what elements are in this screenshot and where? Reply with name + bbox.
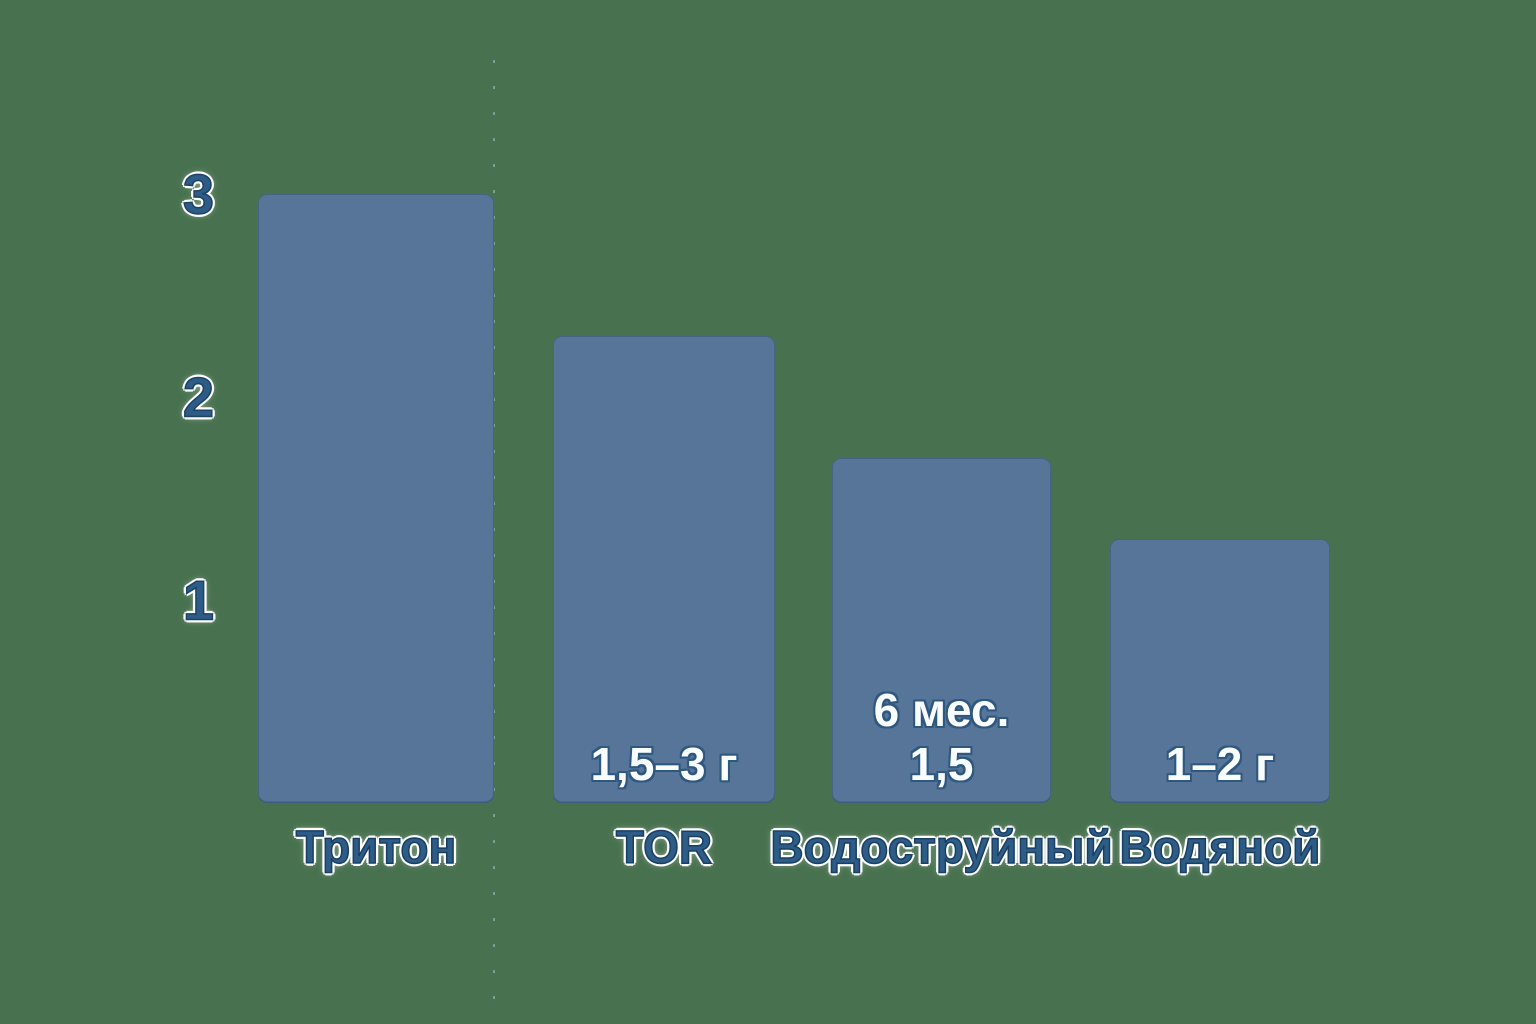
bar-triton	[258, 194, 494, 803]
bar-vodostruyny: 6 мес. 1,5	[832, 458, 1051, 803]
category-label-tor: TOR	[615, 820, 713, 874]
category-label-triton: Тритон	[295, 820, 457, 874]
y-axis-tick-3: 3	[182, 162, 215, 227]
y-axis-tick-1: 1	[182, 568, 215, 633]
vertical-dotted-guide-line	[493, 60, 495, 1020]
annotation-line: 1,5–3 г	[590, 738, 738, 790]
bar-annotation-vodostruyny: 6 мес. 1,5	[832, 683, 1051, 791]
annotation-line: 6 мес.	[873, 684, 1010, 736]
annotation-line: 1,5	[909, 738, 974, 790]
bar-vodyanoy: 1–2 г	[1110, 539, 1330, 803]
category-label-vodostruyny: Водоструйный	[770, 820, 1114, 874]
bar-tor: 1,5–3 г	[553, 336, 775, 803]
category-label-vodyanoy: Водяной	[1119, 820, 1321, 874]
annotation-line: 1–2 г	[1165, 738, 1275, 790]
bar-annotation-tor: 1,5–3 г	[553, 737, 775, 791]
bar-annotation-vodyanoy: 1–2 г	[1110, 737, 1330, 791]
y-axis-tick-2: 2	[182, 365, 215, 430]
